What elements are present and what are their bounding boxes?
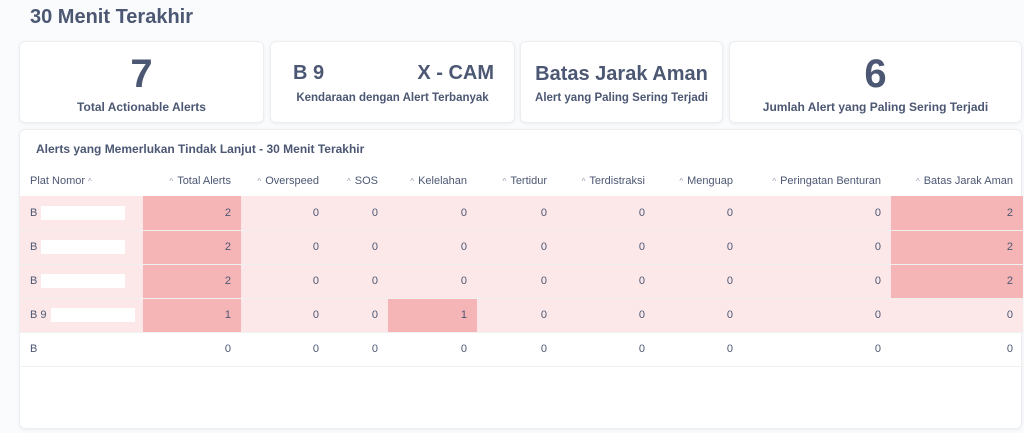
sort-icon: ^ — [169, 177, 174, 186]
cell-total-alerts: 2 — [143, 196, 241, 231]
cell-plate: B — [20, 230, 143, 265]
column-header-menguap[interactable]: ^ Menguap — [679, 175, 733, 187]
cell-overspeed: 0 — [241, 264, 329, 299]
cell-kelelahan: 0 — [388, 196, 477, 231]
cell-kelelahan: 0 — [388, 264, 477, 299]
cell-sos: 0 — [329, 230, 388, 265]
cell-terdistraksi: 0 — [557, 230, 655, 265]
kpi-label: Total Actionable Alerts — [77, 100, 206, 114]
cell-kelelahan: 1 — [388, 298, 477, 333]
cell-terdistraksi: 0 — [557, 298, 655, 333]
cell-plate: B 9 — [20, 298, 143, 333]
cell-overspeed: 0 — [241, 332, 329, 367]
table-row[interactable]: B 9 1 0 0 1 0 0 0 0 0 — [20, 298, 1023, 333]
page-title: 30 Menit Terakhir — [30, 6, 194, 28]
cell-overspeed: 0 — [241, 196, 329, 231]
kpi-value: 7 — [130, 52, 153, 96]
cell-tertidur: 0 — [477, 196, 557, 231]
cell-batas-jarak-aman: 0 — [891, 298, 1023, 333]
column-header-terdistraksi[interactable]: ^ Terdistraksi — [581, 175, 645, 187]
sort-icon: ^ — [772, 177, 777, 186]
kpi-value: 6 — [864, 52, 887, 96]
cell-peringatan-benturan: 0 — [743, 230, 891, 265]
table-row[interactable]: B 2 0 0 0 0 0 0 0 2 — [20, 196, 1023, 231]
kpi-label: Alert yang Paling Sering Terjadi — [535, 92, 708, 104]
table-row[interactable]: B 2 0 0 0 0 0 0 0 2 — [20, 264, 1023, 299]
sort-icon: ^ — [88, 177, 92, 186]
cell-overspeed: 0 — [241, 298, 329, 333]
cell-batas-jarak-aman: 2 — [891, 264, 1023, 299]
cell-menguap: 0 — [655, 230, 743, 265]
sort-icon: ^ — [679, 177, 684, 186]
cell-sos: 0 — [329, 298, 388, 333]
cell-plate: B — [20, 264, 143, 299]
sort-icon: ^ — [347, 177, 351, 186]
cell-tertidur: 0 — [477, 332, 557, 367]
cell-terdistraksi: 0 — [557, 332, 655, 367]
kpi-card-frequent-alert[interactable]: Batas Jarak Aman Alert yang Paling Serin… — [520, 41, 723, 123]
cell-terdistraksi: 0 — [557, 264, 655, 299]
cell-total-alerts: 1 — [143, 298, 241, 333]
kpi-value: Batas Jarak Aman — [535, 63, 708, 85]
cell-menguap: 0 — [655, 264, 743, 299]
cell-overspeed: 0 — [241, 230, 329, 265]
cell-plate: B — [20, 196, 143, 231]
redaction-mask — [41, 240, 126, 254]
column-header-plat-nomor[interactable]: Plat Nomor ^ — [30, 175, 92, 187]
column-header-sos[interactable]: ^ SOS — [347, 175, 378, 187]
redaction-mask — [50, 308, 135, 322]
cell-kelelahan: 0 — [388, 230, 477, 265]
sort-icon: ^ — [915, 177, 920, 186]
cell-menguap: 0 — [655, 196, 743, 231]
cell-total-alerts: 2 — [143, 264, 241, 299]
column-header-peringatan-benturan[interactable]: ^ Peringatan Benturan — [772, 175, 881, 187]
cell-total-alerts: 0 — [143, 332, 241, 367]
cell-peringatan-benturan: 0 — [743, 264, 891, 299]
cell-plate: B — [20, 332, 143, 367]
cell-sos: 0 — [329, 264, 388, 299]
cell-sos: 0 — [329, 332, 388, 367]
alerts-table: Plat Nomor ^ ^ Total Alerts ^ Overspeed ^ SO… — [20, 166, 1023, 367]
cell-tertidur: 0 — [477, 264, 557, 299]
sort-icon: ^ — [257, 177, 262, 186]
alerts-table-card: Alerts yang Memerlukan Tindak Lanjut - 3… — [19, 129, 1023, 429]
table-row[interactable]: B 2 0 0 0 0 0 0 0 2 — [20, 230, 1023, 265]
table-header-row: Plat Nomor ^ ^ Total Alerts ^ Overspeed ^ SO… — [20, 166, 1023, 196]
kpi-card-frequent-count[interactable]: 6 Jumlah Alert yang Paling Sering Terjad… — [729, 41, 1022, 123]
redaction-mask — [41, 205, 126, 220]
cell-tertidur: 0 — [477, 298, 557, 333]
sort-icon: ^ — [502, 177, 507, 186]
kpi-card-top-vehicle[interactable]: B 9 X - CAM Kendaraan dengan Alert Terba… — [270, 41, 515, 123]
sort-icon: ^ — [581, 177, 586, 186]
cell-terdistraksi: 0 — [557, 196, 655, 231]
kpi-card-total-alerts[interactable]: 7 Total Actionable Alerts — [19, 41, 264, 123]
column-header-total-alerts[interactable]: ^ Total Alerts — [169, 175, 231, 187]
kpi-label: Jumlah Alert yang Paling Sering Terjadi — [762, 100, 989, 114]
column-header-overspeed[interactable]: ^ Overspeed — [257, 175, 319, 187]
cell-peringatan-benturan: 0 — [743, 332, 891, 367]
cell-peringatan-benturan: 0 — [743, 196, 891, 231]
cell-batas-jarak-aman: 2 — [891, 196, 1023, 231]
cell-peringatan-benturan: 0 — [743, 298, 891, 333]
cell-menguap: 0 — [655, 298, 743, 333]
cell-menguap: 0 — [655, 332, 743, 367]
redaction-mask — [41, 274, 126, 288]
kpi-plate: B 9 — [293, 62, 325, 84]
kpi-model: X - CAM — [417, 62, 494, 84]
cell-batas-jarak-aman: 0 — [891, 332, 1023, 367]
cell-sos: 0 — [329, 196, 388, 231]
column-header-kelelahan[interactable]: ^ Kelelahan — [410, 175, 467, 187]
kpi-label: Kendaraan dengan Alert Terbanyak — [296, 92, 489, 104]
table-row[interactable]: B 0 0 0 0 0 0 0 0 0 — [20, 332, 1023, 367]
cell-total-alerts: 2 — [143, 230, 241, 265]
cell-tertidur: 0 — [477, 230, 557, 265]
cell-batas-jarak-aman: 2 — [891, 230, 1023, 265]
table-title: Alerts yang Memerlukan Tindak Lanjut - 3… — [36, 142, 365, 156]
column-header-batas-jarak-aman[interactable]: ^ Batas Jarak Aman — [915, 175, 1013, 187]
cell-kelelahan: 0 — [388, 332, 477, 367]
column-header-tertidur[interactable]: ^ Tertidur — [502, 175, 547, 187]
sort-icon: ^ — [410, 177, 415, 186]
